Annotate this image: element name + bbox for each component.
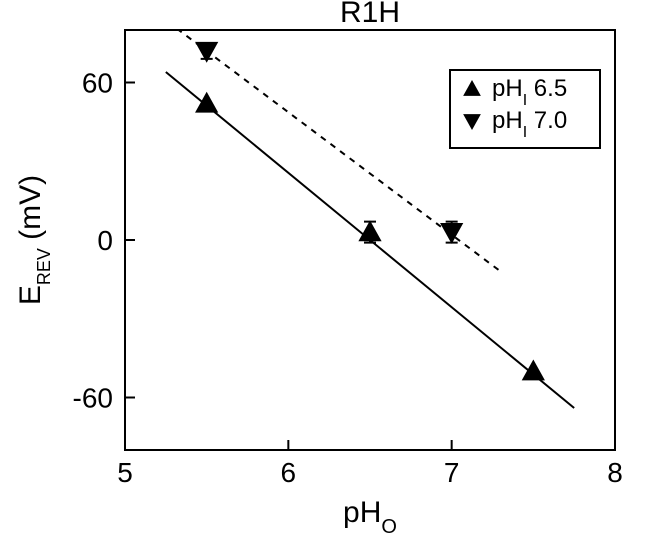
svg-text:8: 8: [607, 457, 623, 488]
svg-text:5: 5: [117, 457, 133, 488]
chart-title: R1H: [340, 0, 400, 29]
chart-container: 5678-60060R1HpHOEREV (mV)pHI 6.5pHI 7.0: [0, 0, 665, 548]
svg-text:60: 60: [82, 68, 113, 99]
svg-text:0: 0: [97, 225, 113, 256]
svg-text:6: 6: [281, 457, 297, 488]
svg-text:-60: -60: [73, 383, 113, 414]
svg-text:7: 7: [444, 457, 460, 488]
chart-svg: 5678-60060R1HpHOEREV (mV)pHI 6.5pHI 7.0: [0, 0, 665, 548]
